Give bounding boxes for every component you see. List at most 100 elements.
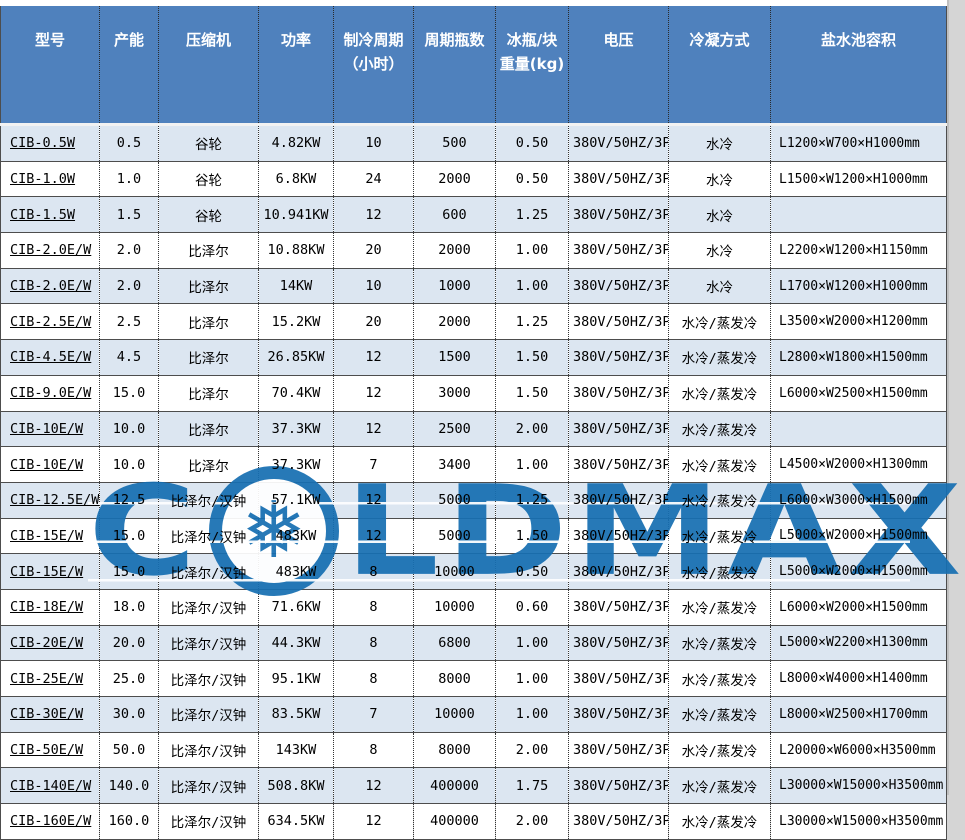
table-cell: 380V/50HZ/3P <box>568 481 669 519</box>
cell-value: L8000×W4000×H1400mm <box>779 671 928 687</box>
table-cell: 水冷 <box>668 160 771 197</box>
table-cell: 7 <box>333 696 414 733</box>
cell-value: L8000×W2500×H1700mm <box>779 706 928 722</box>
cell-value: 1.75 <box>515 777 549 794</box>
model-link[interactable]: CIB-50E/W <box>10 742 84 759</box>
cell-value: 380V/50HZ/3P <box>573 278 669 295</box>
model-link[interactable]: CIB-1.0W <box>10 171 76 188</box>
model-link[interactable]: CIB-20E/W <box>10 634 84 651</box>
table-cell: 8 <box>333 553 414 590</box>
cell-value: 1.25 <box>515 492 549 509</box>
table-cell: 谷轮 <box>158 124 259 162</box>
table-row: CIB-0.5W 0.5 谷轮 4.82KW 10 500 0.50 380V/50HZ/3P… <box>0 124 947 162</box>
model-cell: CIB-140E/W <box>0 767 100 804</box>
cell-value: 水冷/蒸发冷 <box>681 779 758 796</box>
model-link[interactable]: CIB-12.5E/W <box>10 492 100 509</box>
cell-value: 380V/50HZ/3P <box>573 420 669 437</box>
table-cell: 1.25 <box>495 481 569 519</box>
table-cell: 2.00 <box>495 410 569 447</box>
cell-value: 12 <box>365 420 382 437</box>
table-cell: 380V/50HZ/3P <box>568 124 669 162</box>
cell-value: 380V/50HZ/3P <box>573 349 669 366</box>
cell-value: 380V/50HZ/3P <box>573 171 669 188</box>
cell-value: 1.00 <box>515 706 549 723</box>
cell-value: 谷轮 <box>195 208 222 225</box>
model-cell: CIB-10E/W <box>0 446 100 483</box>
table-cell: 8 <box>333 624 414 661</box>
cell-value: 0.50 <box>515 171 549 188</box>
cell-value: 水冷/蒸发冷 <box>681 351 758 368</box>
table-cell: 380V/50HZ/3P <box>568 731 669 768</box>
cell-value: 83.5KW <box>271 706 321 723</box>
cell-value: 比泽尔/汉钟 <box>170 708 247 725</box>
model-link[interactable]: CIB-18E/W <box>10 599 84 616</box>
table-cell: 水冷/蒸发冷 <box>668 553 771 590</box>
cell-value: 1000 <box>438 278 471 295</box>
table-cell: L6000×W2500×H1500mm <box>770 374 947 411</box>
column-header: 功率 <box>258 6 334 126</box>
model-link[interactable]: CIB-0.5W <box>10 135 76 152</box>
model-cell: CIB-1.0W <box>0 160 100 197</box>
table-cell: 水冷/蒸发冷 <box>668 446 771 483</box>
table-cell: 15.2KW <box>258 303 334 340</box>
model-link[interactable]: CIB-2.5E/W <box>10 313 92 330</box>
model-link[interactable]: CIB-2.0E/W <box>10 278 92 295</box>
table-cell: 比泽尔 <box>158 374 259 411</box>
spec-table-header: 型号 产能 压缩机 功率 制冷周期 （小时） 周期瓶数 冰瓶/块 重量(kg) 电压 冷凝方式 盐水池… <box>0 6 947 126</box>
model-link[interactable]: CIB-4.5E/W <box>10 349 92 366</box>
table-cell: 12 <box>333 803 414 840</box>
cell-value: 水冷/蒸发冷 <box>681 708 758 725</box>
model-link[interactable]: CIB-10E/W <box>10 420 84 437</box>
cell-value: 20 <box>365 242 382 259</box>
model-link[interactable]: CIB-9.0E/W <box>10 385 92 402</box>
model-link[interactable]: CIB-10E/W <box>10 456 84 473</box>
cell-value: 比泽尔 <box>188 458 229 475</box>
table-cell: 140.0 <box>99 767 159 804</box>
table-cell: 比泽尔/汉钟 <box>158 696 259 733</box>
table-cell: 水冷/蒸发冷 <box>668 517 771 554</box>
model-link[interactable]: CIB-140E/W <box>10 777 92 794</box>
table-cell: 380V/50HZ/3P <box>568 303 669 340</box>
table-cell: 18.0 <box>99 588 159 626</box>
cell-value: 10000 <box>434 706 475 723</box>
table-cell: 37.3KW <box>258 410 334 447</box>
model-cell: CIB-20E/W <box>0 624 100 661</box>
cell-value: 160.0 <box>108 813 150 830</box>
model-link[interactable]: CIB-15E/W <box>10 527 84 544</box>
model-link[interactable]: CIB-1.5W <box>10 206 76 223</box>
model-link[interactable]: CIB-2.0E/W <box>10 242 92 259</box>
table-cell: L6000×W3000×H1500mm <box>770 481 947 519</box>
cell-value: 483KW <box>275 563 317 580</box>
model-link[interactable]: CIB-160E/W <box>10 813 92 830</box>
table-cell: 12 <box>333 517 414 554</box>
cell-value: 95.1KW <box>271 670 321 687</box>
cell-value: 12 <box>365 349 382 366</box>
table-cell: L6000×W2000×H1500mm <box>770 588 947 626</box>
column-header: 周期瓶数 <box>413 6 496 126</box>
model-link[interactable]: CIB-30E/W <box>10 706 84 723</box>
model-link[interactable]: CIB-15E/W <box>10 563 84 580</box>
table-cell: 15.0 <box>99 517 159 554</box>
cell-value: L30000×W15000×H3500mm <box>779 778 944 794</box>
cell-value: L1200×W700×H1000mm <box>779 135 920 151</box>
cell-value: 比泽尔 <box>188 315 229 332</box>
table-cell: 500 <box>413 124 496 162</box>
table-cell: 380V/50HZ/3P <box>568 696 669 733</box>
table-row: CIB-15E/W 15.0 比泽尔/汉钟 483KW 8 10000 0.50 380V/5… <box>0 553 947 590</box>
cell-value: 1.00 <box>515 242 549 259</box>
cell-value: 14KW <box>279 278 313 295</box>
column-header: 制冷周期 （小时） <box>333 6 414 126</box>
table-cell: 水冷/蒸发冷 <box>668 339 771 376</box>
cell-value: 10000 <box>434 599 475 616</box>
table-cell: L30000×W15000×H3500mm <box>770 803 947 840</box>
table-cell: 1.5 <box>99 196 159 233</box>
table-cell: 10000 <box>413 553 496 590</box>
model-cell: CIB-1.5W <box>0 196 100 233</box>
model-cell: CIB-30E/W <box>0 696 100 733</box>
table-cell: L5000×W2200×H1300mm <box>770 624 947 661</box>
table-cell: 0.50 <box>495 160 569 197</box>
cell-value: 1.00 <box>515 634 549 651</box>
cell-value: 2500 <box>438 420 471 437</box>
model-link[interactable]: CIB-25E/W <box>10 670 84 687</box>
